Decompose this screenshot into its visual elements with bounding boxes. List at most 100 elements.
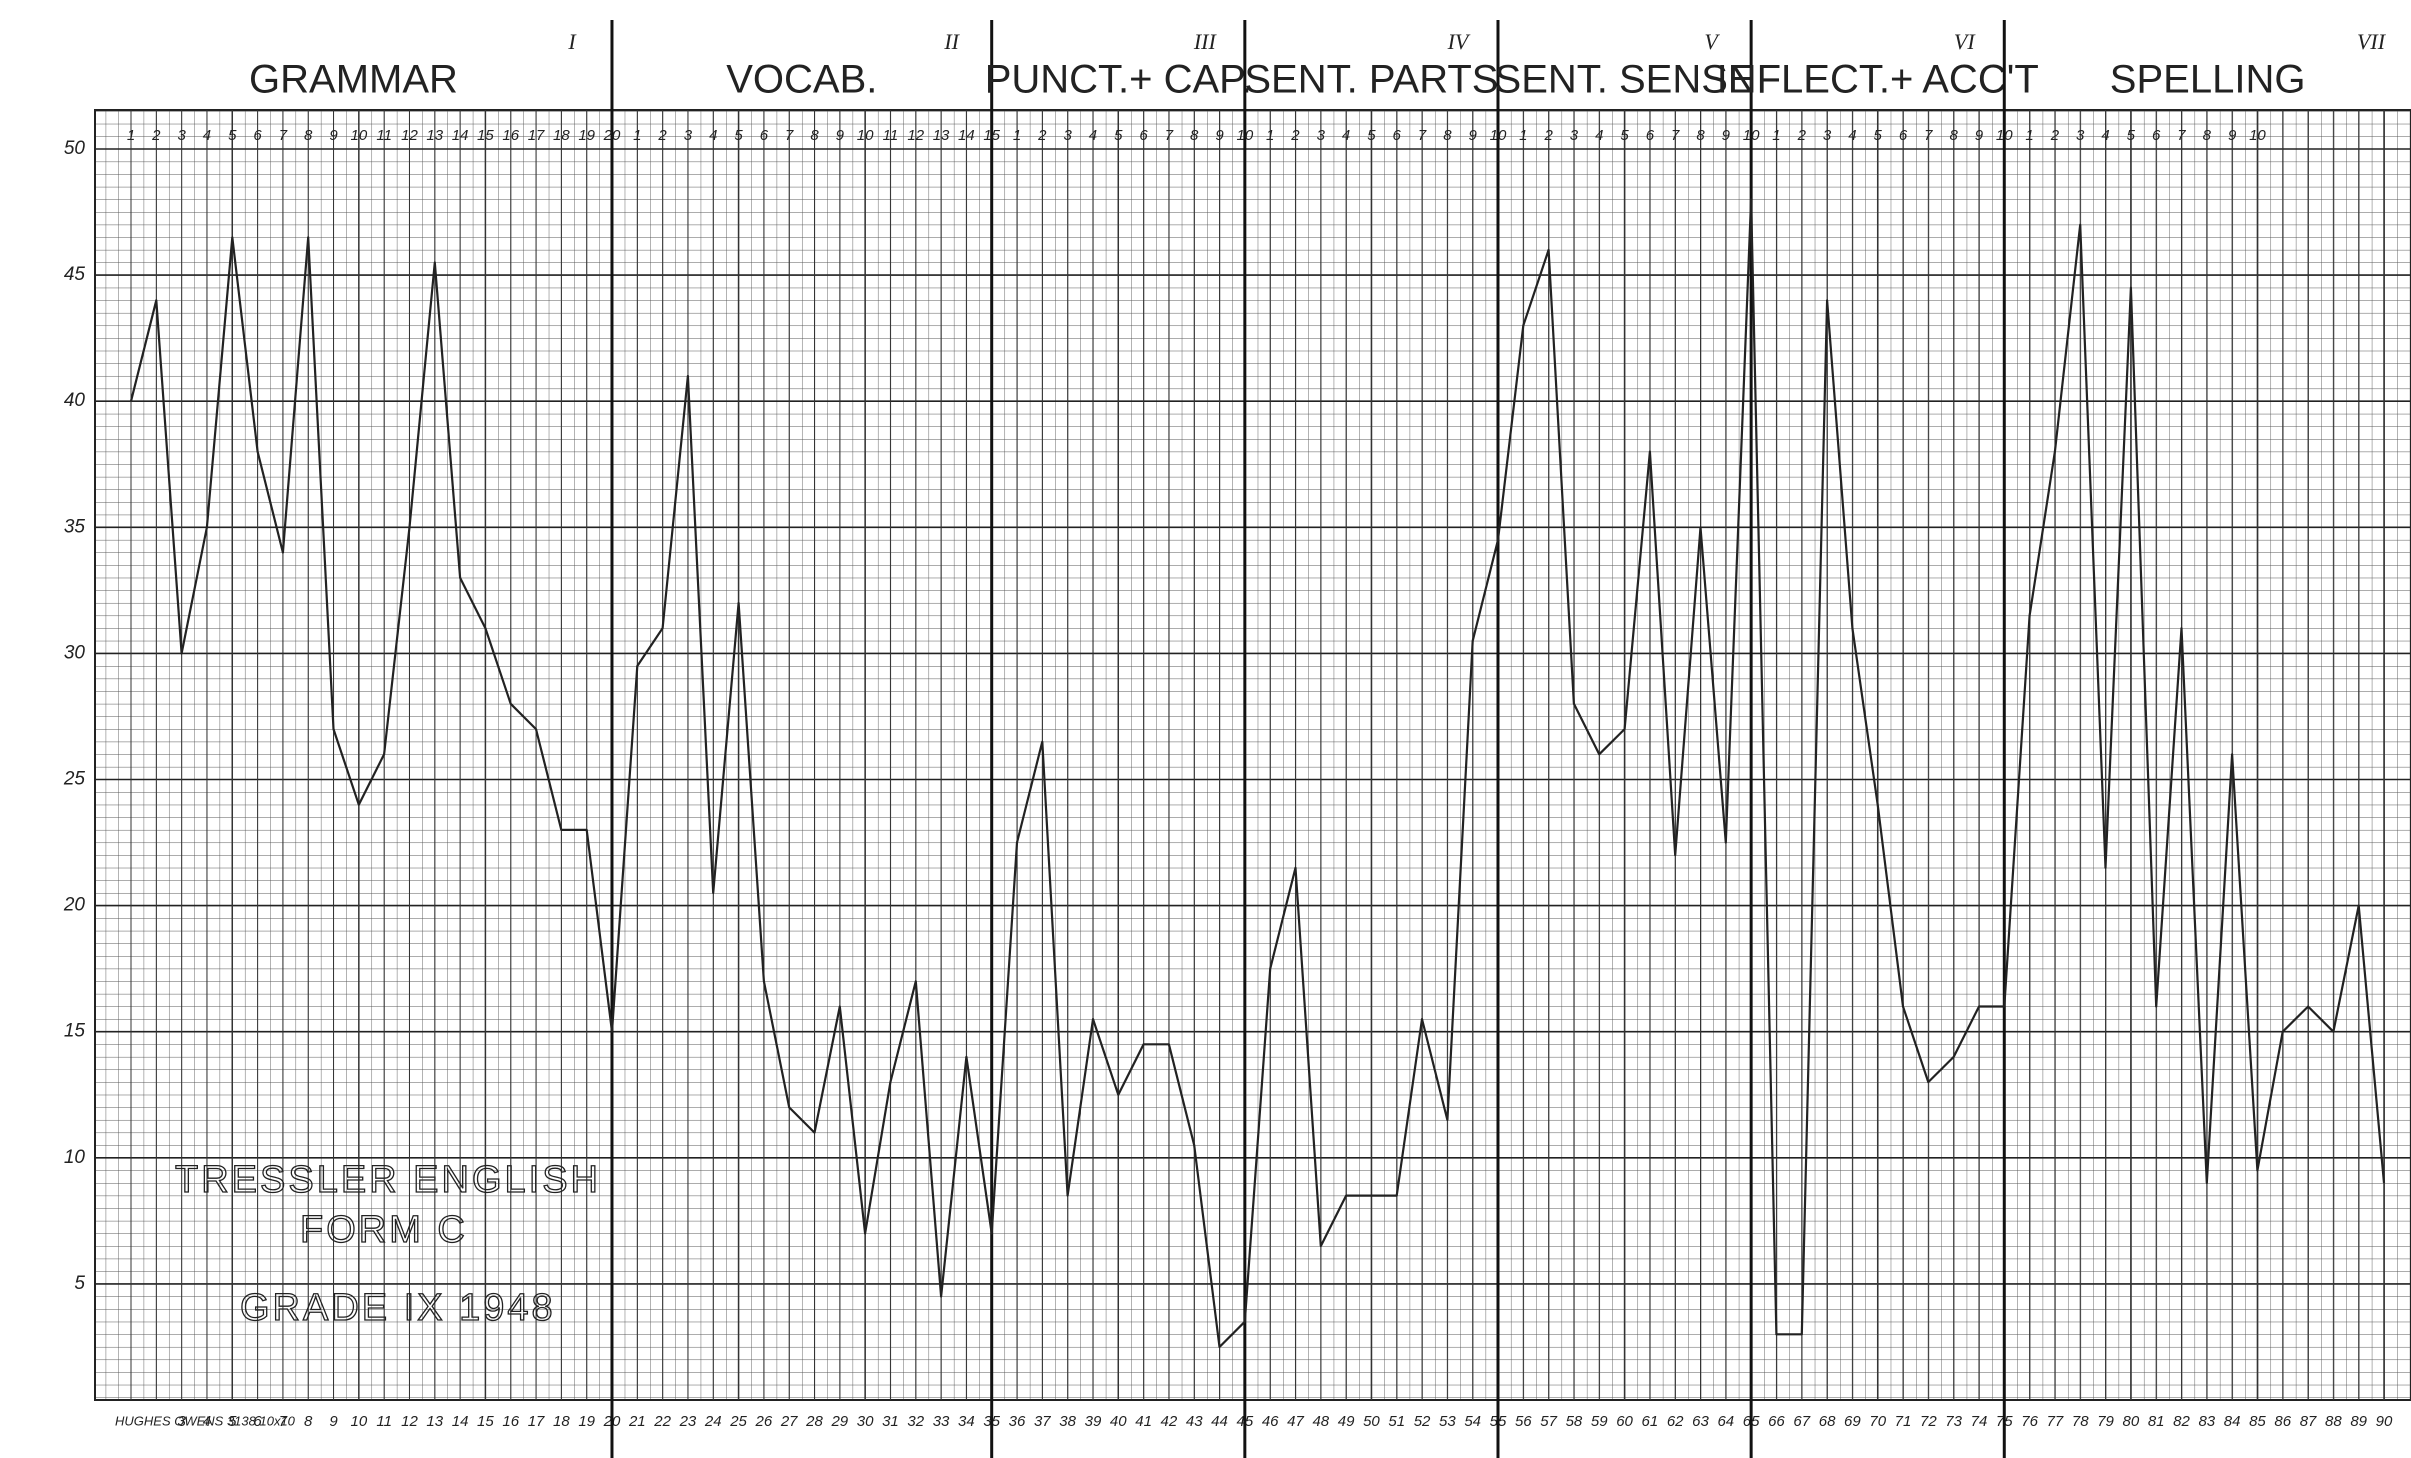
x-tick-label: 42: [1161, 1413, 1178, 1430]
item-label: 10: [1996, 127, 2013, 144]
item-label: 15: [477, 127, 494, 144]
x-tick-label: 33: [933, 1413, 950, 1430]
x-tick-label: 54: [1464, 1413, 1481, 1430]
item-label: 18: [553, 127, 570, 144]
x-tick-label: 15: [477, 1413, 494, 1430]
item-label: 6: [1393, 127, 1402, 144]
x-tick-label: 49: [1338, 1413, 1355, 1430]
item-label: 8: [1443, 127, 1452, 144]
x-tick-label: 6: [253, 1413, 262, 1430]
item-label: 12: [907, 127, 924, 144]
item-label: 2: [657, 127, 667, 144]
x-tick-label: 66: [1768, 1413, 1785, 1430]
item-label: 3: [684, 127, 693, 144]
item-label: 3: [2076, 127, 2085, 144]
x-tick-label: 89: [2350, 1413, 2367, 1430]
x-tick-label: 34: [958, 1413, 975, 1430]
x-tick-label: 36: [1009, 1413, 1026, 1430]
section-title: PUNCT.+ CAP.: [985, 58, 1252, 102]
item-label: 2: [1543, 127, 1553, 144]
x-tick-label: 81: [2148, 1413, 2165, 1430]
x-tick-label: 69: [1844, 1413, 1861, 1430]
section-numeral: VI: [1954, 29, 1976, 54]
item-label: 5: [734, 127, 743, 144]
x-tick-label: 47: [1287, 1413, 1304, 1430]
annotation: FORM C: [300, 1209, 468, 1251]
x-tick-label: 24: [704, 1413, 722, 1430]
item-label: 13: [426, 127, 443, 144]
x-tick-label: 86: [2274, 1413, 2291, 1430]
x-tick-label: 58: [1566, 1413, 1583, 1430]
item-label: 5: [2127, 127, 2136, 144]
item-label: 4: [1848, 127, 1856, 144]
y-tick-label: 40: [64, 390, 86, 411]
x-tick-label: 8: [304, 1413, 313, 1430]
item-label: 7: [279, 127, 288, 144]
item-label: 2: [1797, 127, 1807, 144]
item-label: 6: [1899, 127, 1908, 144]
item-label: 4: [709, 127, 717, 144]
item-label: 5: [1620, 127, 1629, 144]
x-tick-label: 10: [350, 1413, 367, 1430]
section-numeral: IV: [1447, 29, 1471, 54]
section-title: SENT. PARTS: [1244, 58, 1498, 102]
x-tick-label: 77: [2047, 1413, 2064, 1430]
section-numeral: II: [943, 29, 960, 54]
item-label: 1: [1266, 127, 1274, 144]
x-tick-label: 64: [1717, 1413, 1734, 1430]
item-label: 9: [836, 127, 845, 144]
y-tick-label: 10: [64, 1147, 86, 1168]
y-tick-label: 50: [64, 138, 86, 159]
x-tick-label: 25: [729, 1413, 747, 1430]
item-label: 8: [2203, 127, 2212, 144]
x-tick-label: 39: [1085, 1413, 1102, 1430]
x-tick-label: 23: [679, 1413, 697, 1430]
item-label: 9: [329, 127, 338, 144]
x-tick-label: 44: [1211, 1413, 1228, 1430]
item-label: 20: [603, 127, 621, 144]
x-tick-label: 29: [830, 1413, 848, 1430]
x-tick-label: 80: [2123, 1413, 2140, 1430]
x-tick-label: 14: [452, 1413, 469, 1430]
chart: HUGHES OWENS 3138 10x10 5101520253035404…: [0, 0, 2411, 1458]
item-label: 6: [2152, 127, 2161, 144]
item-label: 4: [203, 127, 211, 144]
y-tick-label: 25: [63, 769, 86, 790]
item-label: 5: [1367, 127, 1376, 144]
item-label: 5: [1114, 127, 1123, 144]
item-label: 11: [376, 127, 392, 144]
annotation: GRADE IX 1948: [240, 1287, 556, 1329]
x-tick-label: 13: [426, 1413, 443, 1430]
section-title: GRAMMAR: [249, 58, 458, 102]
section-title: VOCAB.: [726, 58, 877, 102]
section-numeral: I: [567, 29, 577, 54]
x-tick-label: 43: [1186, 1413, 1203, 1430]
item-label: 6: [253, 127, 262, 144]
x-tick-label: 59: [1591, 1413, 1608, 1430]
x-tick-label: 61: [1642, 1413, 1659, 1430]
x-tick-label: 53: [1439, 1413, 1456, 1430]
item-label: 1: [633, 127, 641, 144]
y-tick-label: 30: [64, 642, 86, 663]
x-tick-label: 5: [228, 1413, 237, 1430]
item-label: 2: [1290, 127, 1300, 144]
x-tick-label: 52: [1414, 1413, 1431, 1430]
x-tick-label: 19: [578, 1413, 595, 1430]
x-tick-label: 88: [2325, 1413, 2342, 1430]
x-tick-label: 63: [1692, 1413, 1709, 1430]
item-label: 7: [1165, 127, 1174, 144]
x-tick-label: 17: [528, 1413, 545, 1430]
x-tick-label: 26: [755, 1413, 773, 1430]
section-title: SENT. SENSE: [1495, 58, 1755, 102]
x-tick-label: 74: [1971, 1413, 1988, 1430]
item-label: 11: [883, 127, 899, 144]
x-tick-label: 48: [1312, 1413, 1329, 1430]
x-tick-label: 71: [1895, 1413, 1912, 1430]
item-label: 1: [1519, 127, 1527, 144]
x-tick-label: 27: [780, 1413, 798, 1430]
x-tick-label: 7: [279, 1413, 288, 1430]
item-label: 17: [528, 127, 545, 144]
x-tick-label: 67: [1793, 1413, 1810, 1430]
item-label: 1: [2025, 127, 2033, 144]
x-tick-label: 73: [1945, 1413, 1962, 1430]
